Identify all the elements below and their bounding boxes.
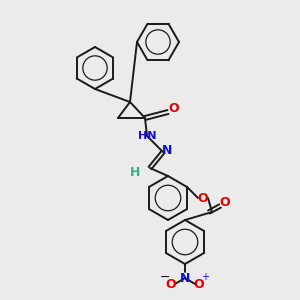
Text: O: O [169, 101, 179, 115]
Text: +: + [201, 272, 209, 282]
Text: O: O [198, 191, 208, 205]
Text: O: O [166, 278, 176, 290]
Text: −: − [160, 271, 170, 284]
Text: N: N [180, 272, 190, 284]
Text: HN: HN [138, 131, 156, 141]
Text: O: O [194, 278, 204, 290]
Text: O: O [220, 196, 230, 208]
Text: H: H [130, 166, 140, 178]
Text: N: N [162, 145, 172, 158]
